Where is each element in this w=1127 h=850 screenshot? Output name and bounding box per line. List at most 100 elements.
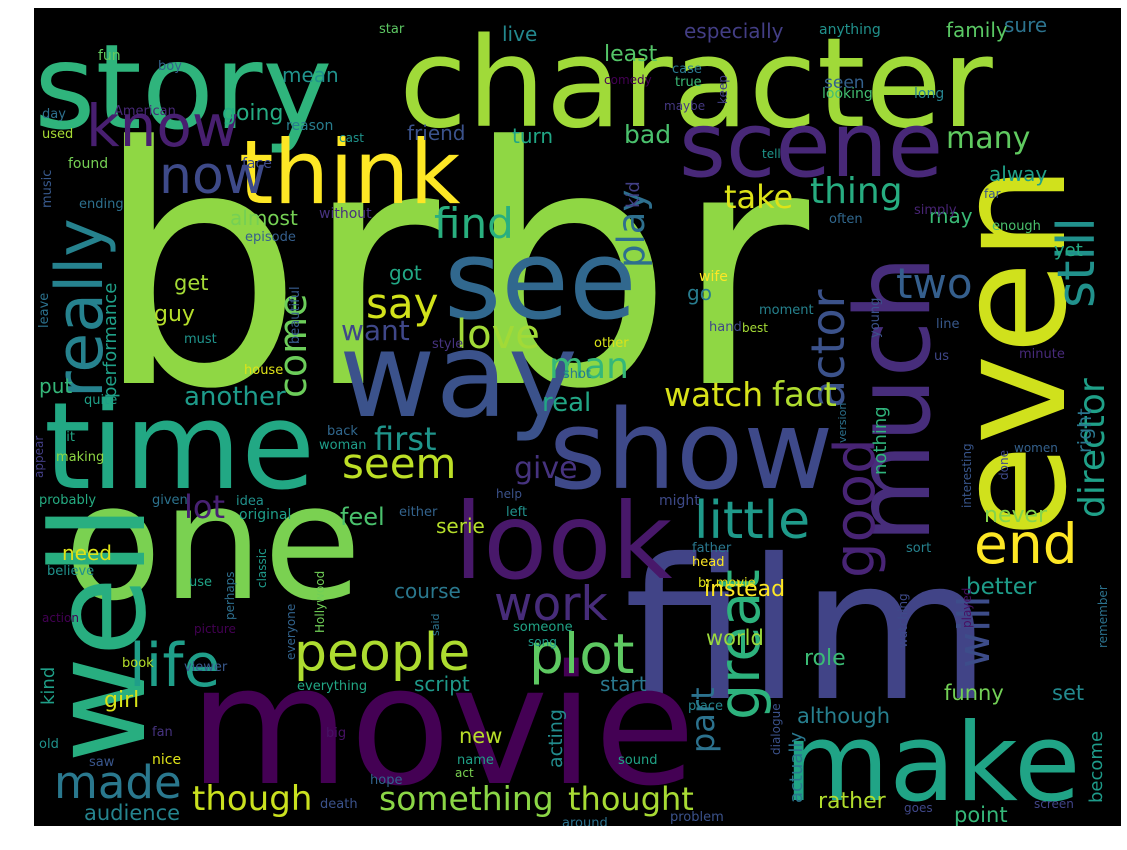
cloud-word: put	[39, 374, 72, 398]
cloud-word: father	[692, 541, 732, 556]
cloud-word: picture	[194, 622, 236, 636]
cloud-word: real	[542, 388, 591, 418]
cloud-word: thought	[568, 780, 694, 818]
cloud-word: leave	[37, 293, 52, 328]
cloud-word: part	[684, 687, 722, 753]
cloud-word: come	[271, 293, 315, 398]
cloud-word: women	[1014, 441, 1058, 455]
cloud-word: appear	[34, 436, 46, 478]
cloud-word: mean	[282, 63, 339, 87]
cloud-word: done	[997, 450, 1011, 480]
cloud-word: bad	[624, 120, 671, 149]
cloud-word: seen	[824, 73, 865, 93]
cloud-word: interesting	[960, 443, 974, 508]
cloud-word: serie	[436, 514, 485, 538]
cloud-word: say	[366, 279, 438, 328]
cloud-word: minute	[1019, 347, 1065, 362]
cloud-word: anything	[819, 22, 881, 38]
cloud-word: point	[954, 803, 1008, 826]
cloud-word: many	[946, 121, 1030, 156]
cloud-word: watch	[664, 375, 763, 414]
cloud-word: want	[341, 314, 410, 347]
cloud-word: other	[594, 336, 629, 351]
cloud-word: Hollywood	[313, 571, 327, 633]
cloud-word: dialogue	[769, 703, 783, 755]
cloud-word: good	[823, 438, 888, 578]
cloud-word: simply	[914, 203, 957, 218]
cloud-word: still	[1047, 217, 1107, 308]
cloud-word: almost	[230, 206, 298, 230]
cloud-word: first	[374, 420, 437, 458]
cloud-word: remember	[1096, 585, 1110, 648]
cloud-word: line	[936, 317, 959, 332]
cloud-word: family	[946, 18, 1008, 42]
cloud-word: start	[600, 672, 647, 696]
cloud-word: enough	[992, 219, 1041, 234]
cloud-word: least	[604, 42, 658, 67]
cloud-word: sound	[618, 753, 657, 768]
cloud-word: look	[454, 481, 673, 603]
cloud-word: goes	[904, 801, 933, 815]
cloud-word: set	[1052, 681, 1084, 705]
cloud-word: hope	[370, 773, 402, 788]
cloud-word: death	[320, 797, 358, 812]
cloud-word: character	[399, 12, 993, 156]
cloud-word: man	[549, 346, 629, 387]
cloud-word: episode	[245, 230, 296, 245]
cloud-word: far	[984, 187, 1001, 201]
cloud-word: role	[804, 646, 846, 671]
word-cloud: br br film movie one character story even way tim…	[34, 8, 1121, 826]
cloud-word: problem	[670, 810, 724, 825]
cloud-word: face	[242, 156, 272, 172]
cloud-word: sort	[906, 541, 931, 556]
cloud-word: star	[379, 22, 405, 37]
cloud-word: actually	[786, 732, 807, 803]
cloud-word: everyone	[284, 604, 298, 660]
cloud-word: often	[829, 212, 863, 227]
cloud-word: found	[68, 156, 108, 172]
cloud-word: everything	[297, 679, 367, 694]
cloud-word: fan	[152, 725, 173, 740]
cloud-word: plot	[529, 622, 634, 686]
cloud-word: see	[444, 216, 637, 344]
cloud-word: end	[974, 512, 1078, 576]
cloud-word: take	[724, 178, 793, 216]
cloud-word: original	[239, 507, 291, 523]
cloud-word: said	[429, 613, 442, 636]
cloud-word: turn	[512, 124, 553, 148]
cloud-word: give	[514, 451, 578, 486]
cloud-word: guy	[154, 302, 195, 327]
cloud-word: keep	[716, 75, 730, 104]
cloud-word: even	[923, 165, 1100, 538]
cloud-word: director	[1072, 378, 1113, 518]
cloud-word: show	[549, 386, 833, 514]
cloud-word: right	[1074, 408, 1096, 453]
cloud-word: around	[562, 816, 608, 826]
cloud-word: story	[34, 18, 332, 156]
cloud-word: without	[319, 206, 372, 222]
cloud-word: left	[506, 505, 527, 520]
cloud-word: us	[934, 349, 949, 364]
cloud-word: way	[339, 306, 578, 444]
cloud-word: thing	[810, 171, 903, 212]
cloud-word: sure	[1004, 13, 1047, 37]
cloud-word: book	[122, 656, 154, 671]
cloud-word: looking	[822, 86, 873, 102]
cloud-word: go	[687, 281, 712, 305]
cloud-word: time	[44, 378, 315, 517]
cloud-word: yet	[1054, 240, 1083, 261]
cloud-word: style	[432, 337, 463, 352]
cloud-word: hand	[709, 320, 742, 335]
cloud-word: think	[239, 121, 461, 224]
cloud-word: young	[868, 298, 883, 338]
cloud-word: American	[114, 104, 176, 119]
cloud-word: maybe	[664, 99, 705, 113]
cloud-word: case	[672, 62, 702, 77]
cloud-word: acting	[545, 709, 567, 768]
cloud-word: must	[184, 332, 217, 347]
cloud-word: cast	[339, 131, 364, 145]
cloud-word: fun	[98, 48, 121, 64]
cloud-word: friend	[407, 121, 466, 145]
cloud-word: something	[379, 779, 554, 818]
cloud-word: little	[694, 491, 810, 551]
